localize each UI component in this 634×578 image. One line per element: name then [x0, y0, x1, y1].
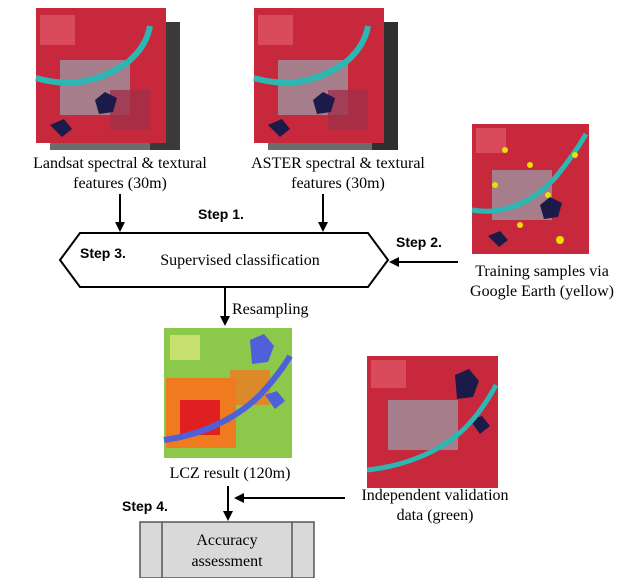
- step3-label: Step 3.: [80, 245, 126, 261]
- training-caption-line2: Google Earth (yellow): [470, 283, 614, 300]
- landsat-caption-line1: Landsat spectral & textural: [33, 155, 207, 172]
- classification-label: Supervised classification: [160, 252, 320, 269]
- lcz-caption: LCZ result (120m): [169, 465, 291, 482]
- landsat-caption: Landsat spectral & textural features (30…: [0, 154, 240, 194]
- step4-label: Step 4.: [122, 498, 168, 514]
- validation-caption: Independent validation data (green): [340, 486, 530, 526]
- training-caption: Training samples via Google Earth (yello…: [450, 262, 634, 302]
- validation-caption-line2: data (green): [396, 507, 474, 524]
- training-caption-line1: Training samples via: [475, 263, 609, 280]
- accuracy-label-line1: Accuracy: [196, 532, 258, 549]
- lcz-result-image: [163, 328, 293, 458]
- aster-caption-line2: features (30m): [291, 175, 385, 192]
- resampling-label: Resampling: [232, 301, 309, 318]
- step2-label: Step 2.: [396, 234, 442, 250]
- aster-caption-line1: ASTER spectral & textural: [251, 155, 425, 172]
- accuracy-label: Accuracy assessment: [162, 530, 292, 572]
- accuracy-label-line2: assessment: [191, 553, 263, 570]
- validation-caption-line1: Independent validation: [361, 487, 509, 504]
- aster-caption: ASTER spectral & textural features (30m): [228, 154, 448, 194]
- landsat-caption-line2: features (30m): [73, 175, 167, 192]
- classification-box: [58, 232, 390, 288]
- training-samples-image: [471, 124, 589, 254]
- landsat-image: [35, 8, 180, 150]
- step1-label: Step 1.: [198, 206, 244, 222]
- validation-image: [366, 356, 499, 488]
- aster-image: [253, 8, 398, 150]
- accuracy-box: [139, 521, 315, 578]
